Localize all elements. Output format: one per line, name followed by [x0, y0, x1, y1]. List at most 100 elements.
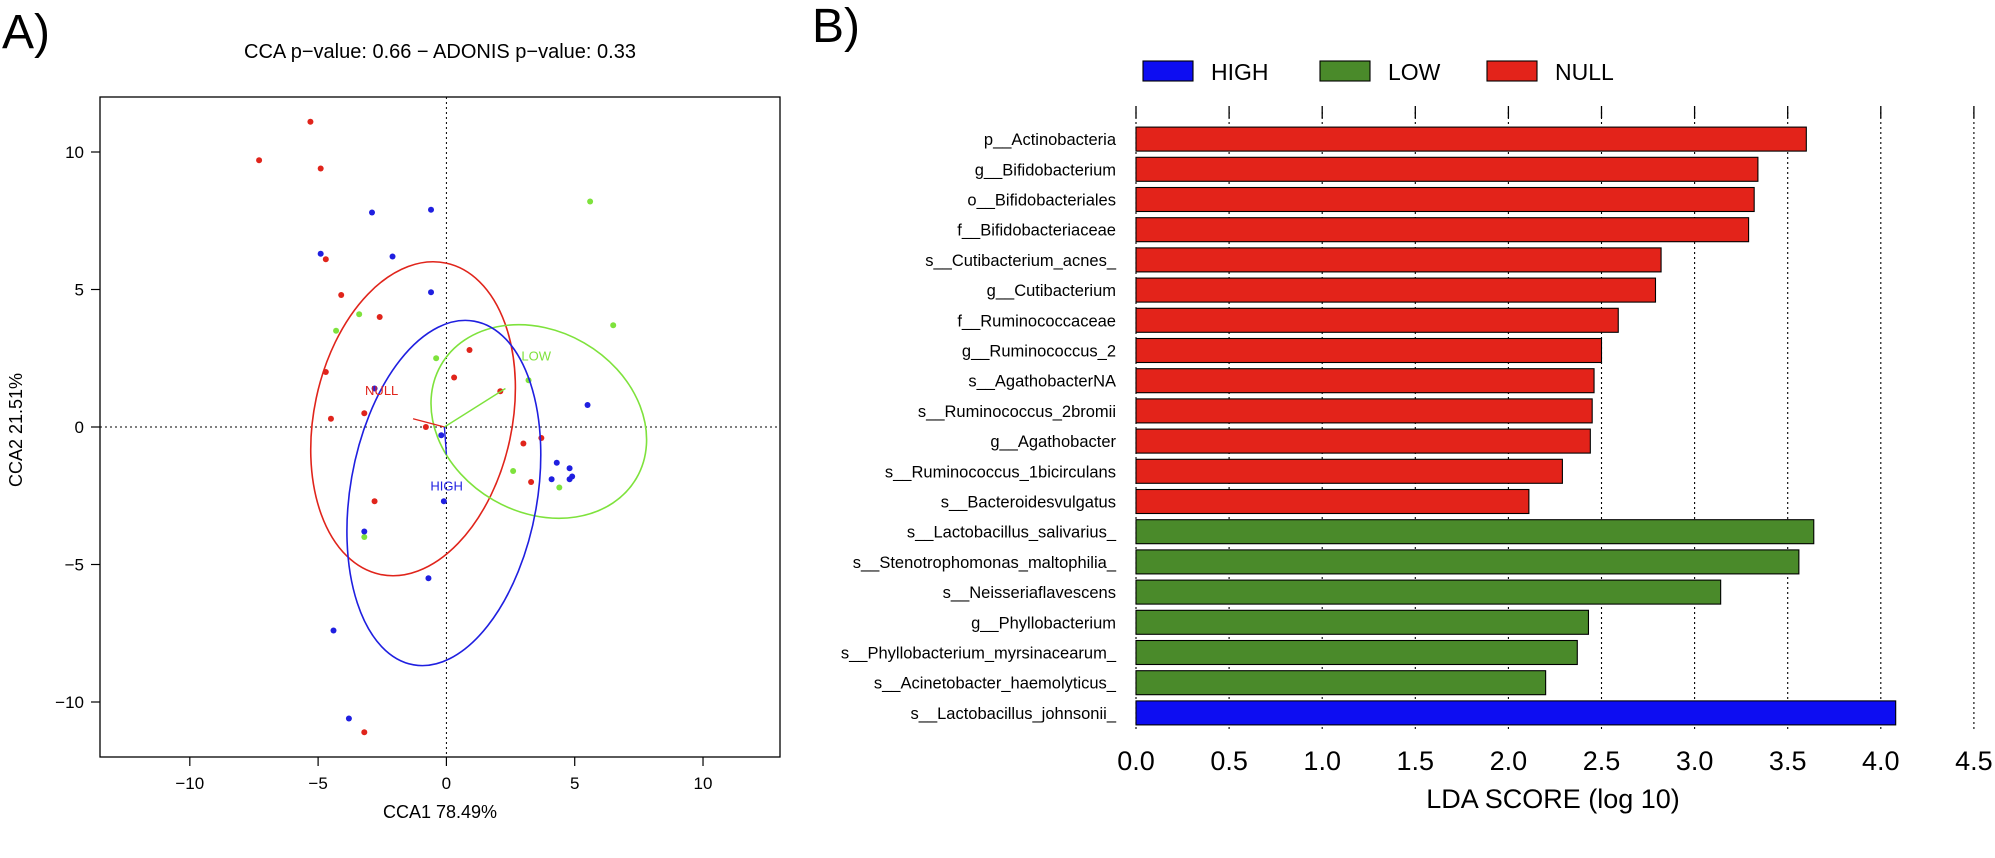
cca-point-null [538, 435, 545, 441]
cca-spider-null [364, 419, 413, 733]
cca-title: CCA p−value: 0.66 − ADONIS p−value: 0.33 [244, 41, 636, 63]
lda-category-label: g__Phyllobacterium [971, 614, 1116, 632]
cca-y-tick-label: −5 [65, 556, 84, 575]
cca-y-tick-label: 0 [75, 418, 84, 437]
cca-point-null [520, 440, 527, 447]
lda-legend-swatch-low [1319, 60, 1371, 82]
cca-point-high [566, 465, 573, 472]
cca-x-tick-label: 10 [694, 774, 713, 793]
cca-point-low [510, 468, 517, 474]
lda-bar-null [1135, 458, 1563, 484]
lda-category-label: s__Phyllobacterium_myrsinacearum_ [841, 645, 1117, 663]
cca-spider-null [259, 160, 413, 419]
cca-point-null [322, 256, 329, 263]
cca-y-tick-label: 10 [65, 143, 84, 162]
cca-ellipse-low [430, 323, 648, 520]
cca-point-high [566, 476, 573, 483]
lda-category-label: f__Ruminococcaceae [957, 312, 1116, 330]
cca-y-axis-label: CCA2 21.51% [6, 373, 26, 487]
lda-category-label: s__Ruminococcus_2bromii [918, 403, 1116, 421]
lda-x-tick-label: 1.5 [1397, 746, 1435, 776]
cca-point-high [345, 715, 352, 722]
lda-bar-null [1135, 428, 1591, 454]
lda-bar-null [1135, 126, 1807, 152]
cca-point-low [556, 484, 563, 491]
lda-bar-null [1135, 398, 1593, 424]
cca-spider-high [428, 455, 446, 579]
cca-centroid-arrow-low [444, 387, 506, 428]
lda-plot: 0.0 0.5 1.0 1.5 2.0 2.5 3.0 3.5 4.0 4.5 p__Actinob… [841, 59, 1993, 776]
cca-point-null [528, 479, 535, 485]
cca-point-low [333, 327, 340, 334]
cca-point-high [548, 476, 555, 483]
lda-bar-null [1135, 186, 1755, 213]
lda-bar-low [1135, 519, 1815, 545]
cca-point-null [466, 347, 473, 353]
cca-point-null [451, 374, 458, 381]
cca-ellipse-high [346, 319, 542, 667]
cca-spider-high [431, 210, 446, 455]
cca-point-null [361, 410, 368, 417]
lda-bar-low [1135, 639, 1578, 666]
lda-category-label: s__Ruminococcus_1bicirculans [885, 463, 1116, 481]
cca-point-high [553, 459, 560, 466]
lda-legend-swatch-null [1486, 60, 1538, 82]
cca-group-label-null: NULL [365, 383, 398, 398]
cca-spider-high [321, 254, 447, 455]
cca-centroid-arrow-high [443, 426, 448, 455]
lda-x-tick-label: 3.5 [1769, 746, 1807, 776]
cca-point-high [428, 206, 435, 213]
cca-point-high [317, 250, 324, 257]
lda-bar-null [1135, 156, 1759, 182]
lda-x-tick-label: 4.5 [1955, 746, 1993, 776]
lda-category-label: g__Cutibacterium [987, 282, 1116, 300]
lda-x-tick-label: 0.0 [1117, 746, 1155, 776]
cca-spider-low [359, 314, 505, 388]
cca-spider-null [375, 419, 413, 502]
cca-y-tick-label: 5 [75, 281, 84, 300]
lda-bar-low [1135, 670, 1547, 696]
panel-b-label: B) [812, 0, 860, 53]
cca-group-label-high: HIGH [430, 479, 463, 494]
cca-point-high [361, 528, 368, 535]
cca-point-high [369, 209, 375, 216]
cca-point-low [610, 322, 617, 329]
cca-point-high [371, 385, 378, 392]
cca-spider-high [446, 455, 569, 480]
cca-point-null [376, 314, 383, 320]
lda-category-label: s__Lactobacillus_johnsonii_ [911, 705, 1117, 723]
cca-point-null [338, 292, 345, 298]
lda-bar-null [1135, 277, 1657, 303]
cca-plot: −10 −5 0 5 10 −10 −5 0 5 10 NULL LOW HIGH [55, 96, 781, 793]
cca-point-high [440, 498, 447, 505]
cca-y-tick-label: −10 [55, 693, 84, 712]
cca-spider-null [321, 169, 413, 419]
cca-point-high [389, 253, 396, 260]
cca-point-null [371, 498, 378, 505]
lda-bar-low [1135, 579, 1722, 605]
lda-x-tick-label: 4.0 [1862, 746, 1900, 776]
cca-point-null [322, 369, 329, 375]
lda-x-tick-label: 3.0 [1676, 746, 1714, 776]
lda-bar-null [1135, 337, 1603, 364]
lda-x-axis-label: LDA SCORE (log 10) [1426, 784, 1680, 814]
cca-ellipse-null [309, 260, 517, 577]
cca-point-low [356, 311, 363, 318]
lda-x-tick-label: 2.5 [1583, 746, 1621, 776]
cca-point-high [425, 575, 432, 582]
cca-x-tick-label: 5 [570, 774, 579, 793]
cca-point-null [317, 165, 324, 172]
lda-legend-label-low: LOW [1388, 59, 1441, 85]
lda-category-label: g__Ruminococcus_2 [962, 343, 1116, 361]
lda-bar-null [1135, 368, 1595, 394]
cca-x-tick-label: 0 [442, 774, 451, 793]
panel-a-label: A) [2, 6, 50, 59]
cca-spider-null [364, 413, 413, 419]
lda-category-label: s__Cutibacterium_acnes_ [925, 252, 1117, 270]
cca-point-null [422, 424, 429, 430]
lda-category-label: s__Lactobacillus_salivarius_ [907, 524, 1117, 542]
lda-x-tick-label: 2.0 [1490, 746, 1528, 776]
lda-category-label: s__Acinetobacter_haemolyticus_ [874, 675, 1117, 693]
lda-bar-low [1135, 549, 1800, 575]
